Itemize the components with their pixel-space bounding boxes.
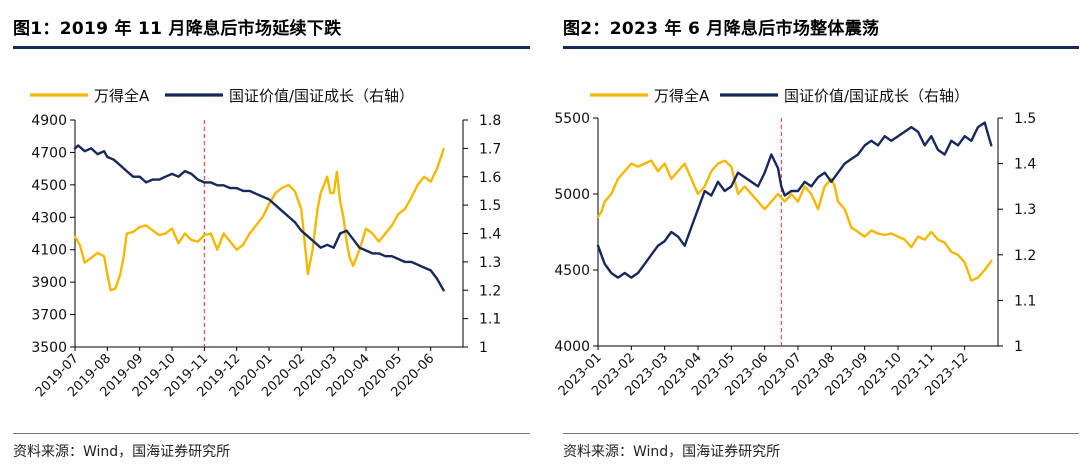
series-line-value-growth [73,144,445,292]
y-left-tick-label: 4100 [31,243,67,259]
line-chart-2: 万得全A 国证价值/国证成长（右轴） 4000 4500 5000 5500 1 1.1 1.2… [554,87,1036,399]
title-rule [563,46,1079,49]
figure-title: 图1：2019 年 11 月降息后市场延续下跌 [13,19,342,39]
y-left-tick-label: 3700 [31,308,67,324]
y-left-tick-label: 5500 [554,111,590,127]
y-right-tick-label: 1.8 [479,113,501,129]
y-right-tick-label: 1.5 [479,198,501,214]
figure-title: 图2：2023 年 6 月降息后市场整体震荡 [563,19,880,39]
y-left-tick-label: 5000 [554,187,590,203]
y-left-tick-label: 4900 [31,113,67,129]
legend-wind-a: 万得全A [590,87,710,105]
y-right-tick-label: 1.4 [1014,157,1036,173]
legend-label: 国证价值/国证成长（右轴） [229,87,414,105]
source-note: 资料来源：Wind，国海证券研究所 [563,444,781,460]
figure-panel-1: 图1：2019 年 11 月降息后市场延续下跌 万得全A 国证价值/国证成长（右轴… [0,0,530,472]
series-line-wind-a [596,159,993,282]
y-right-tick-label: 1.2 [479,283,501,299]
y-left-tick-label: 4500 [554,263,590,279]
y-right-tick-label: 1.6 [479,170,501,186]
y-right-tick-label: 1 [479,340,488,356]
y-left-tick-label: 3900 [31,275,67,291]
legend-label: 万得全A [654,87,710,105]
y-right-tick-label: 1.2 [1014,248,1036,264]
y-right-tick-label: 1 [1014,339,1023,355]
series-line-wind-a [73,147,445,292]
legend-value-growth: 国证价值/国证成长（右轴） [720,87,969,105]
legend-wind-a: 万得全A [30,87,150,105]
y-right-tick-label: 1.5 [1014,111,1036,127]
y-left-tick-label: 3500 [31,340,67,356]
source-note: 资料来源：Wind，国海证券研究所 [13,444,231,460]
legend-value-growth: 国证价值/国证成长（右轴） [165,87,414,105]
legend-label: 国证价值/国证成长（右轴） [784,87,969,105]
y-right-tick-label: 1.4 [479,227,501,243]
y-left-tick-label: 4300 [31,210,67,226]
y-right-tick-label: 1.1 [1014,293,1036,309]
y-right-tick-label: 1.3 [1014,202,1036,218]
source-rule [563,433,1079,434]
y-right-tick-label: 1.1 [479,312,501,328]
figure-panel-2: 图2：2023 年 6 月降息后市场整体震荡 万得全A 国证价值/国证成长（右轴）… [550,0,1080,472]
y-left-tick-label: 4000 [554,339,590,355]
series-line-value-growth [596,121,993,279]
legend-label: 万得全A [94,87,150,105]
y-left-tick-label: 4500 [31,178,67,194]
title-rule [13,46,530,49]
y-left-tick-label: 4700 [31,145,67,161]
line-chart-1: 万得全A 国证价值/国证成长（右轴） 3500 3700 3900 4100 4300 450… [30,87,501,400]
source-rule [13,433,530,434]
y-right-tick-label: 1.3 [479,255,501,271]
y-right-tick-label: 1.7 [479,141,501,157]
